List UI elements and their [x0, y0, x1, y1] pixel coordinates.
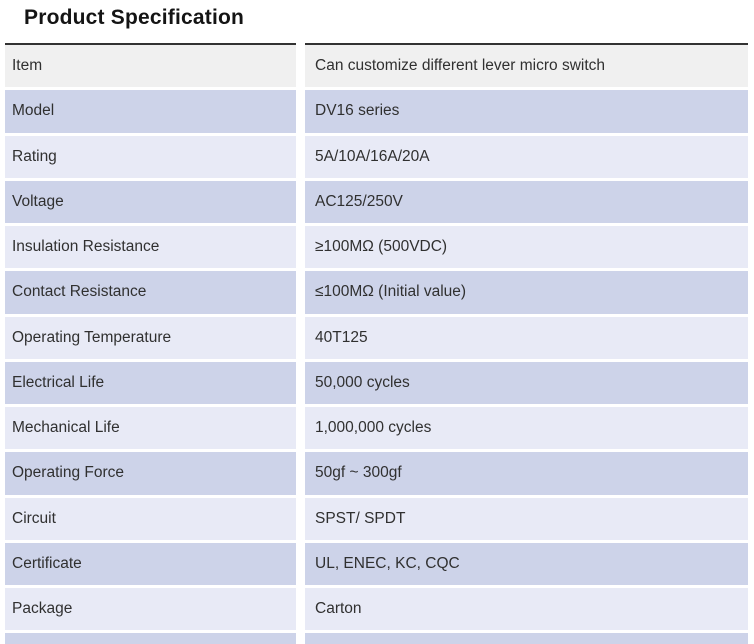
spec-label-cell: Package: [5, 588, 296, 631]
partial-next-row: [5, 633, 748, 644]
table-row: Voltage AC125/250V: [5, 180, 748, 223]
spec-label-cell: Voltage: [5, 180, 296, 223]
spec-value-cell: [305, 633, 748, 644]
spec-value-cell: Carton: [305, 588, 748, 631]
spec-value-cell: ≤100MΩ (Initial value): [305, 271, 748, 314]
table-row: Operating Force 50gf ~ 300gf: [5, 452, 748, 495]
table-row: Insulation Resistance ≥100MΩ (500VDC): [5, 226, 748, 269]
spec-label-cell: Insulation Resistance: [5, 226, 296, 269]
table-row: Mechanical Life 1,000,000 cycles: [5, 407, 748, 450]
spec-label-cell: Mechanical Life: [5, 407, 296, 450]
spec-label-cell: Contact Resistance: [5, 271, 296, 314]
spec-label-cell: Certificate: [5, 542, 296, 585]
spec-value-cell: SPST/ SPDT: [305, 497, 748, 540]
spec-value-cell: Can customize different lever micro swit…: [305, 43, 748, 88]
table-row: Rating 5A/10A/16A/20A: [5, 135, 748, 178]
table-row: Package Carton: [5, 588, 748, 631]
spec-value-cell: 50,000 cycles: [305, 361, 748, 404]
spec-label-cell: Model: [5, 90, 296, 133]
spec-value-cell: DV16 series: [305, 90, 748, 133]
table-row: Operating Temperature 40T125: [5, 316, 748, 359]
spec-value-cell: UL, ENEC, KC, CQC: [305, 542, 748, 585]
spec-label-cell: [5, 633, 296, 644]
spec-table: Item Can customize different lever micro …: [5, 43, 748, 644]
spec-label-cell: Rating: [5, 135, 296, 178]
table-row: Electrical Life 50,000 cycles: [5, 361, 748, 404]
spec-value-cell: 40T125: [305, 316, 748, 359]
page-title: Product Specification: [24, 6, 245, 29]
spec-value-cell: 5A/10A/16A/20A: [305, 135, 748, 178]
spec-value-cell: ≥100MΩ (500VDC): [305, 226, 748, 269]
table-row: Item Can customize different lever micro …: [5, 43, 748, 88]
spec-label-cell: Circuit: [5, 497, 296, 540]
spec-value-cell: 1,000,000 cycles: [305, 407, 748, 450]
spec-label-cell: Electrical Life: [5, 361, 296, 404]
spec-value-cell: 50gf ~ 300gf: [305, 452, 748, 495]
table-row: Circuit SPST/ SPDT: [5, 497, 748, 540]
spec-label-cell: Operating Temperature: [5, 316, 296, 359]
spec-value-cell: AC125/250V: [305, 180, 748, 223]
table-row: Model DV16 series: [5, 90, 748, 133]
spec-label-cell: Operating Force: [5, 452, 296, 495]
table-row: Contact Resistance ≤100MΩ (Initial value): [5, 271, 748, 314]
spec-label-cell: Item: [5, 43, 296, 88]
table-row: Certificate UL, ENEC, KC, CQC: [5, 542, 748, 585]
